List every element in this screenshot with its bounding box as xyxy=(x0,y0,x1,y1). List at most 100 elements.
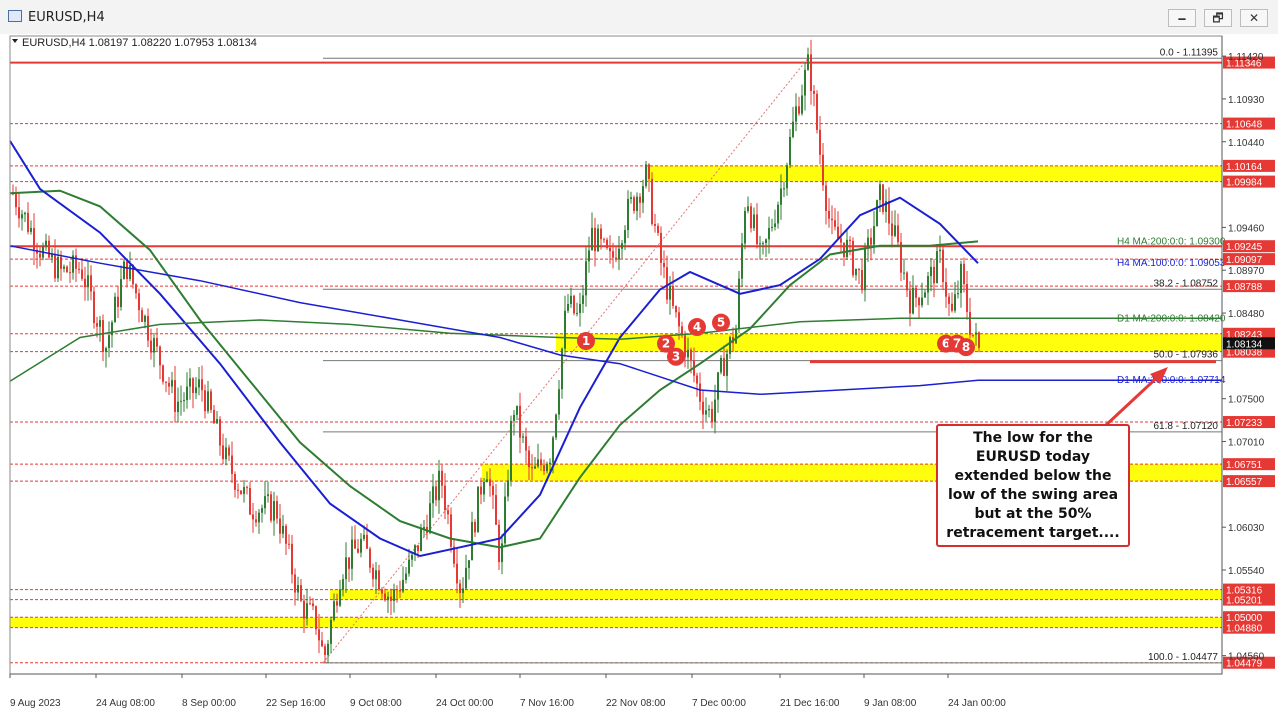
zone-5 xyxy=(10,617,1222,628)
candle-body xyxy=(342,579,344,590)
ma-label-0: H4 MA:200:0:0: 1.09300 xyxy=(1117,236,1226,247)
restore-button[interactable]: 🗗 xyxy=(1204,9,1232,27)
candle-body xyxy=(852,240,854,276)
symbol-header: EURUSD,H4 1.08197 1.08220 1.07953 1.0813… xyxy=(22,37,257,49)
candle-body xyxy=(339,589,341,606)
header-dropdown-icon[interactable] xyxy=(12,39,18,43)
level-tag-1.05000: 1.05000 xyxy=(1226,613,1263,624)
level-tag-1.10648: 1.10648 xyxy=(1226,120,1263,131)
candle-body xyxy=(927,276,929,293)
candle-body xyxy=(864,248,866,291)
candle-body xyxy=(561,348,563,390)
candle-body xyxy=(492,485,494,496)
candle-body xyxy=(354,539,356,549)
candle-body xyxy=(930,266,932,277)
candle-body xyxy=(159,346,161,366)
level-tag-1.07233: 1.07233 xyxy=(1226,418,1263,429)
candle-body xyxy=(951,303,953,311)
swing-marker-8: 8 xyxy=(957,338,975,357)
candle-body xyxy=(525,436,527,451)
swing-marker-5: 5 xyxy=(712,313,730,332)
candle-body xyxy=(645,164,647,187)
candle-body xyxy=(168,382,170,387)
swing-marker-label-4: 4 xyxy=(693,320,701,334)
candle-body xyxy=(774,223,776,227)
candle-body xyxy=(198,379,200,388)
candle-body xyxy=(114,296,116,323)
candle-body xyxy=(933,266,935,284)
candle-body xyxy=(978,332,980,348)
candle-body xyxy=(75,255,77,269)
zone-4 xyxy=(330,589,1222,600)
candle-body xyxy=(504,496,506,544)
candle-body xyxy=(765,239,767,244)
candle-body xyxy=(195,387,197,394)
level-tag-bg-1.05000 xyxy=(1223,611,1275,624)
fib-label-4: 100.0 - 1.04477 xyxy=(1148,652,1218,663)
level-tag-bg-1.11346 xyxy=(1223,56,1275,69)
candle-body xyxy=(384,593,386,601)
candle-body xyxy=(312,603,314,607)
candle-body xyxy=(528,450,530,468)
ytick-label-1.07010: 1.07010 xyxy=(1228,438,1265,449)
candle-body xyxy=(465,567,467,589)
close-button[interactable]: ✕ xyxy=(1240,9,1268,27)
xtick-label-5: 24 Oct 00:00 xyxy=(436,698,494,709)
xtick-label-0: 9 Aug 2023 xyxy=(10,698,61,709)
candle-body xyxy=(489,479,491,486)
candle-body xyxy=(240,490,242,494)
ytick-label-1.10440: 1.10440 xyxy=(1228,138,1265,149)
candle-body xyxy=(627,198,629,230)
candle-body xyxy=(348,557,350,569)
d1-ma-100-line xyxy=(9,245,1222,396)
candle-body xyxy=(81,269,83,279)
candle-body xyxy=(243,487,245,494)
candle-body xyxy=(309,603,311,605)
ma-label-1: H4 MA:100:0:0: 1.09053 xyxy=(1117,258,1226,269)
level-tag-1.11346: 1.11346 xyxy=(1226,59,1262,70)
level-tag-bg-1.04479 xyxy=(1223,656,1275,669)
candle-body xyxy=(372,567,374,580)
candle-body xyxy=(60,256,62,269)
candle-body xyxy=(216,419,218,424)
candle-body xyxy=(225,447,227,460)
candle-body xyxy=(807,54,809,70)
price-chart[interactable]: 0.0 - 1.11395 38.2 - 1.08752 50.0 - 1.0793… xyxy=(0,34,1278,712)
swing-marker-2: 2 xyxy=(657,334,675,353)
candle-body xyxy=(654,223,656,226)
candle-body xyxy=(588,250,590,262)
fib-label-3: 61.8 - 1.07120 xyxy=(1154,421,1219,432)
candle-body xyxy=(24,212,26,215)
candle-body xyxy=(273,501,275,521)
candle-body xyxy=(639,196,641,203)
callout-arrow xyxy=(1103,370,1165,428)
candle-body xyxy=(207,391,209,412)
swing-marker-circle-5 xyxy=(712,313,730,332)
candle-body xyxy=(780,188,782,205)
ytick-label-1.10930: 1.10930 xyxy=(1228,95,1265,106)
candle-body xyxy=(261,508,263,513)
candle-body xyxy=(771,226,773,229)
candle-body xyxy=(102,320,104,352)
swing-marker-label-1: 1 xyxy=(582,334,590,348)
candle-body xyxy=(222,445,224,460)
candle-body xyxy=(210,391,212,410)
level-tag-1.04479: 1.04479 xyxy=(1226,659,1263,670)
candle-body xyxy=(786,165,788,189)
candle-body xyxy=(531,467,533,469)
candle-body xyxy=(255,519,257,523)
candle-body xyxy=(567,303,569,311)
candle-body xyxy=(366,534,368,549)
candle-body xyxy=(432,486,434,504)
candle-body xyxy=(699,383,701,402)
xtick-label-1: 24 Aug 08:00 xyxy=(96,698,155,709)
swing-marker-label-3: 3 xyxy=(672,350,680,364)
candle-body xyxy=(399,590,401,592)
minimize-button[interactable]: 🗕 xyxy=(1168,9,1196,27)
candle-body xyxy=(117,296,119,308)
candle-body xyxy=(30,227,32,232)
candle-body xyxy=(753,214,755,229)
callout-arrowhead xyxy=(1150,367,1168,384)
candle-body xyxy=(555,414,557,438)
candle-body xyxy=(543,465,545,472)
